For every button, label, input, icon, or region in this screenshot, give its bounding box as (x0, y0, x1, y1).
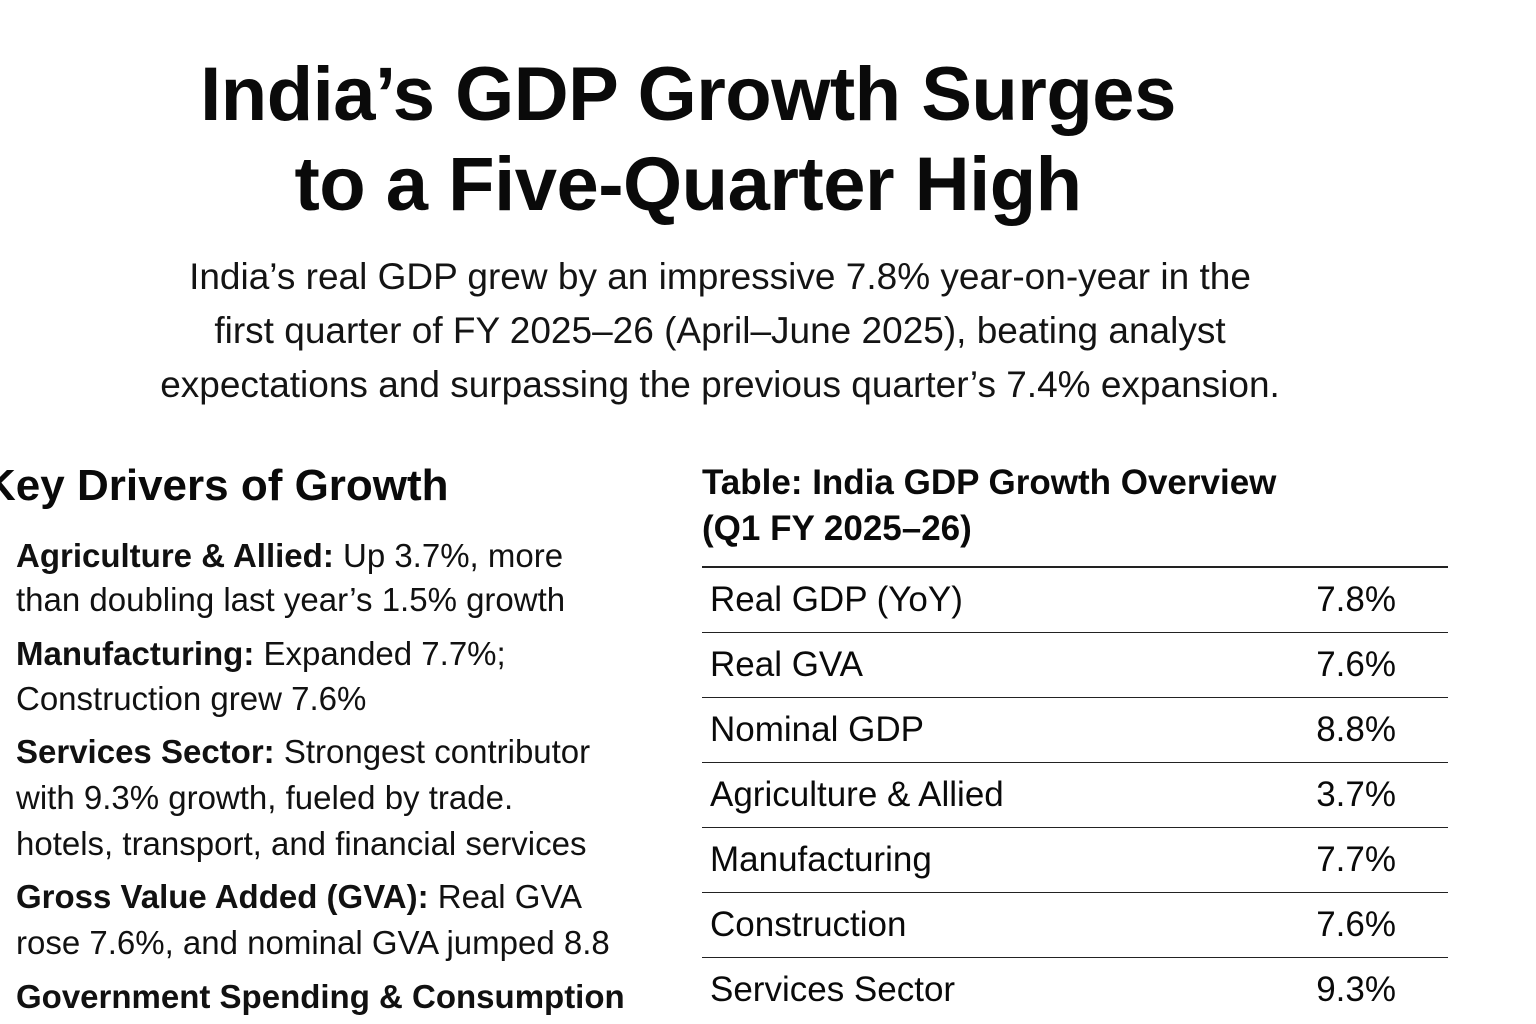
driver-line: Gross Value Added (GVA): Real GVA (16, 875, 582, 919)
driver-label: Manufacturing: (16, 635, 255, 672)
table-cell-value: 8.8% (1316, 710, 1396, 749)
driver-text: Up 3.7%, more (333, 537, 564, 574)
driver-label: Services Sector: (16, 733, 275, 770)
driver-label: Gross Value Added (GVA): (16, 878, 429, 915)
table-title-line-1: Table: India GDP Growth Overview (702, 463, 1277, 502)
driver-line: Construction grew 7.6% (16, 680, 367, 717)
table-cell-value: 9.3% (1316, 970, 1396, 1009)
table-row: Agriculture & Allied 3.7% (702, 763, 1448, 828)
table-row: Nominal GDP 8.8% (702, 698, 1448, 763)
driver-line: rose 7.6%, and nominal GVA jumped 8.8 (16, 924, 610, 961)
driver-label: Government Spending & Consumption (16, 978, 625, 1015)
table-cell-metric: Services Sector (710, 970, 956, 1009)
intro-line: India’s real GDP grew by an impressive 7… (189, 256, 1251, 297)
intro-line: expectations and surpassing the previous… (160, 364, 1280, 405)
table-cell-value: 3.7% (1316, 775, 1396, 814)
table-cell-metric: Agriculture & Allied (710, 775, 1004, 814)
table-cell-value: 7.6% (1316, 905, 1396, 944)
driver-line: Government Spending & Consumption (16, 975, 625, 1019)
table-cell-metric: Real GVA (710, 645, 864, 684)
table-cell-value: 7.7% (1316, 840, 1396, 879)
driver-label: Agriculture & Allied: (16, 537, 334, 574)
page-title-line-2: to a Five-Quarter High (294, 142, 1082, 227)
driver-line: than doubling last year’s 1.5% growth (16, 581, 566, 618)
table-cell-value: 7.8% (1316, 580, 1396, 619)
table-row: Services Sector 9.3% (702, 958, 1448, 1022)
driver-line: Services Sector: Strongest contributor (16, 730, 590, 774)
intro-line: first quarter of FY 2025–26 (April–June … (214, 310, 1226, 351)
table-cell-value: 7.6% (1316, 645, 1396, 684)
table-title-line-2: (Q1 FY 2025–26) (702, 509, 972, 548)
table-cell-metric: Real GDP (YoY) (710, 580, 963, 619)
table-row: Real GVA 7.6% (702, 633, 1448, 698)
gdp-table: Real GDP (YoY) 7.8% Real GVA 7.6% Nomina… (702, 566, 1448, 1022)
driver-line: Manufacturing: Expanded 7.7%; (16, 632, 506, 676)
driver-text: Expanded 7.7%; (254, 635, 506, 672)
driver-line: with 9.3% growth, fueled by trade. (16, 779, 514, 816)
table-row: Real GDP (YoY) 7.8% (702, 568, 1448, 633)
driver-text: Real GVA (428, 878, 583, 915)
table-row: Manufacturing 7.7% (702, 828, 1448, 893)
table-cell-metric: Nominal GDP (710, 710, 924, 749)
page-title-line-1: India’s GDP Growth Surges (200, 52, 1176, 137)
driver-text: Strongest contributor (274, 733, 591, 770)
table-cell-metric: Manufacturing (710, 840, 932, 879)
key-drivers-heading: Key Drivers of Growth (0, 461, 449, 510)
table-cell-metric: Construction (710, 905, 907, 944)
driver-line: Agriculture & Allied: Up 3.7%, more (16, 534, 563, 578)
table-row: Construction 7.6% (702, 893, 1448, 958)
driver-line: hotels, transport, and financial service… (16, 825, 587, 862)
